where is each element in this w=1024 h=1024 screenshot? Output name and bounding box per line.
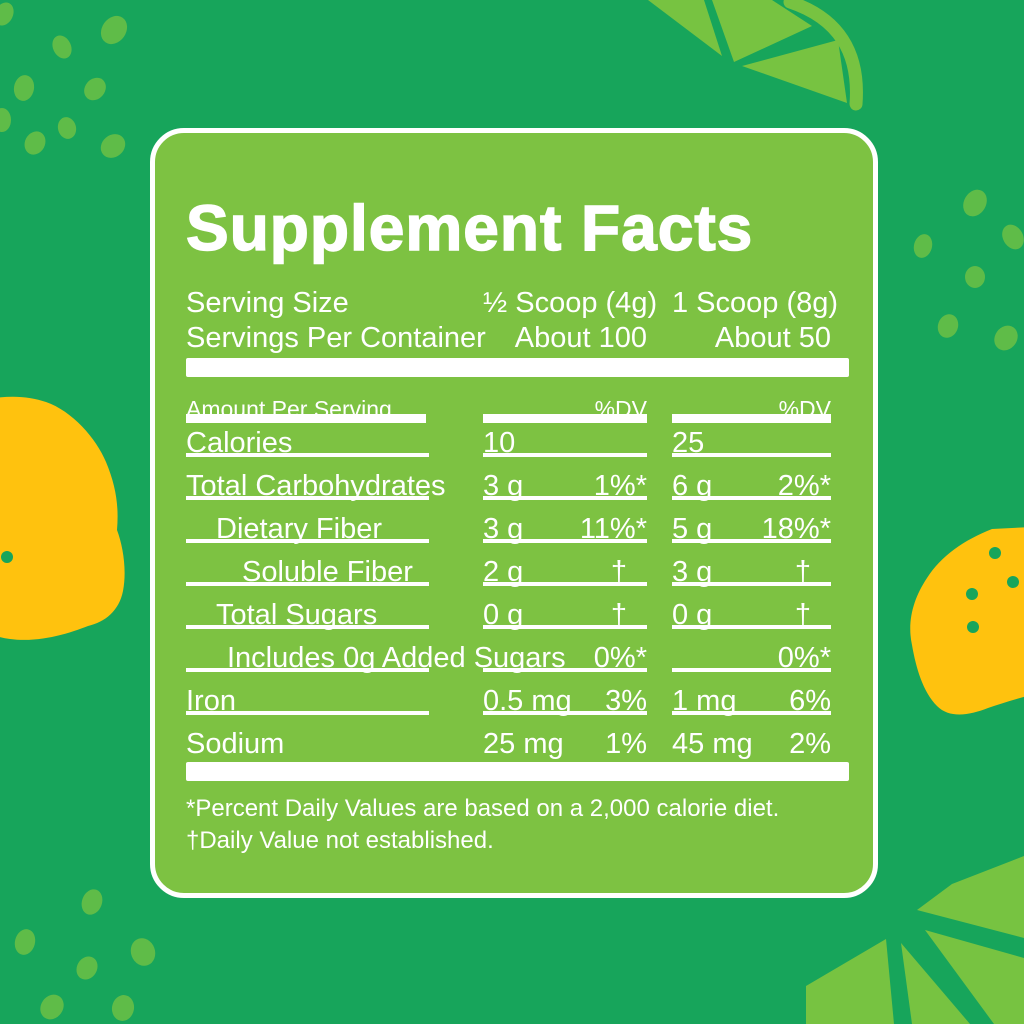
seed-dots-bottom-left xyxy=(14,889,156,1021)
dv-col1: 1% xyxy=(605,728,647,760)
table-row-total-sugars: Total Sugars 0 g † 0 g † xyxy=(155,599,873,642)
footnote-dagger: †Daily Value not established. xyxy=(186,827,494,854)
dv-col2: † xyxy=(794,556,811,588)
seed-dots-top-left xyxy=(0,2,128,158)
serving-size-row: Serving Size ½ Scoop (4g) 1 Scoop (8g) xyxy=(155,287,873,321)
lime-wedge-icon-bottom-right xyxy=(806,856,1024,1024)
table-row-iron: Iron 0.5 mg 3% 1 mg 6% xyxy=(155,685,873,728)
header-underline-col1 xyxy=(483,414,647,423)
servings-per-container-row: Servings Per Container About 100 About 5… xyxy=(155,322,873,356)
footnote-daily-values: *Percent Daily Values are based on a 2,0… xyxy=(186,795,780,822)
servings-per-container-col2: About 50 xyxy=(714,322,831,354)
serving-size-half-scoop: ½ Scoop (4g) xyxy=(483,287,658,319)
lime-wedge-icon-top xyxy=(648,0,863,111)
table-row-dietary-fiber: Dietary Fiber 3 g 11%* 5 g 18%* xyxy=(155,513,873,556)
table-row-added-sugars: Includes 0g Added Sugars 0%* 0%* xyxy=(155,642,873,685)
table-row-calories: Calories 10 25 xyxy=(155,427,873,470)
divider-bar-top xyxy=(186,358,849,377)
header-underline-name xyxy=(186,414,426,423)
lemon-icon-right xyxy=(910,527,1024,715)
dv-col1: † xyxy=(610,556,627,588)
lemon-icon-left xyxy=(0,396,125,640)
table-row-total-carbohydrates: Total Carbohydrates 3 g 1%* 6 g 2%* xyxy=(155,470,873,513)
seed-dots-right xyxy=(913,189,1024,351)
serving-size-one-scoop: 1 Scoop (8g) xyxy=(672,287,839,319)
nutrient-name: Sodium xyxy=(186,728,285,760)
divider-bar-bottom xyxy=(186,762,849,781)
servings-per-container-col1: About 100 xyxy=(514,322,647,354)
dv-col2: † xyxy=(794,599,811,631)
amount-col1: 25 mg xyxy=(483,728,564,760)
supplement-facts-panel: Supplement Facts Serving Size ½ Scoop (4… xyxy=(150,128,878,898)
serving-size-label: Serving Size xyxy=(186,287,349,319)
table-row-soluble-fiber: Soluble Fiber 2 g † 3 g † xyxy=(155,556,873,599)
amount-col2: 45 mg xyxy=(672,728,753,760)
panel-title: Supplement Facts xyxy=(185,191,754,265)
table-row-sodium: Sodium 25 mg 1% 45 mg 2% xyxy=(155,728,873,771)
dv-col1: † xyxy=(610,599,627,631)
dv-col2: 2% xyxy=(789,728,831,760)
header-underline-col2 xyxy=(672,414,831,423)
servings-per-container-label: Servings Per Container xyxy=(186,322,486,354)
